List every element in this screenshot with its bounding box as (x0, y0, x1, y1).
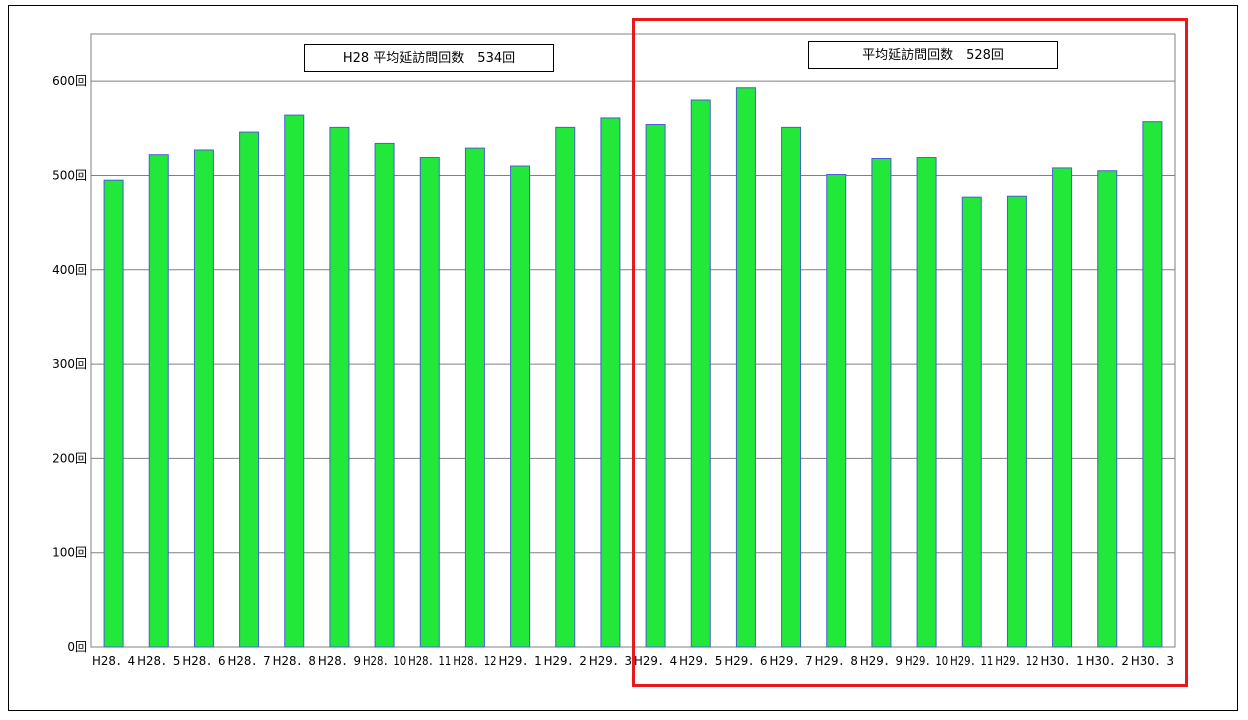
bar (284, 114, 305, 648)
x-tick-label: H29．6 (724, 654, 767, 668)
bar (103, 179, 124, 648)
x-tick-label: H29．5 (679, 654, 722, 668)
x-tick-label: H30．3 (1131, 654, 1174, 668)
x-tick-label: H28．4 (92, 654, 135, 668)
y-tick-label: 600回 (52, 74, 87, 88)
x-tick-label: H29．12 (995, 654, 1038, 668)
bar (1006, 195, 1027, 648)
bar (600, 117, 621, 648)
bar (871, 157, 892, 648)
bar (961, 196, 982, 648)
bar (826, 174, 847, 648)
x-tick-label: H29．10 (905, 654, 948, 668)
bar (781, 126, 802, 648)
x-tick-label: H28．6 (182, 654, 225, 668)
x-tick-label: H29．11 (950, 654, 993, 668)
x-tick-label: H28．8 (273, 654, 316, 668)
bar (1142, 121, 1163, 648)
y-tick-label: 300回 (52, 357, 87, 371)
x-tick-label: H30．2 (1086, 654, 1129, 668)
y-tick-label: 100回 (52, 546, 87, 560)
bar (329, 126, 350, 648)
x-tick-label: H29．9 (860, 654, 903, 668)
y-tick-label: 400回 (52, 263, 87, 277)
bar (555, 126, 576, 648)
h28-average-label: H28 平均延訪問回数 534回 (304, 44, 554, 72)
bar (510, 165, 531, 648)
bar (148, 154, 169, 648)
y-tick-label: 500回 (52, 168, 87, 182)
x-tick-label: H29．8 (815, 654, 858, 668)
x-tick-label: H29．1 (499, 654, 542, 668)
bar (645, 124, 666, 648)
x-tick-label: H29．7 (770, 654, 813, 668)
y-tick-label: 0回 (67, 640, 87, 654)
bar (735, 87, 756, 648)
bar (419, 157, 440, 648)
x-tick-label: H28．10 (363, 654, 406, 668)
bar (916, 157, 937, 648)
x-tick-label: H29．2 (544, 654, 587, 668)
x-tick-label: H28．7 (228, 654, 271, 668)
x-tick-label: H29．4 (634, 654, 677, 668)
x-tick-label: H28．5 (137, 654, 180, 668)
bar (374, 142, 395, 648)
x-axis-tick-labels: H28．4 H28．5 H28．6 H28．7 H28．8 H28．9 H28．10 H28．… (92, 654, 1174, 668)
x-tick-label: H28．11 (408, 654, 451, 668)
bar (193, 149, 214, 648)
bar (1097, 170, 1118, 648)
bar (464, 147, 485, 648)
bars (103, 87, 1163, 648)
y-tick-label: 200回 (52, 451, 87, 465)
x-tick-label: H30．1 (1041, 654, 1084, 668)
current-average-label: 平均延訪問回数 528回 (808, 41, 1058, 69)
bar (239, 131, 260, 648)
x-tick-label: H29．3 (589, 654, 632, 668)
y-axis-tick-labels: 0回 100回 200回 300回 400回 500回 600回 (52, 74, 87, 654)
x-tick-label: H28．9 (318, 654, 361, 668)
bar (1052, 167, 1073, 648)
bar (690, 99, 711, 648)
x-tick-label: H28．12 (453, 654, 496, 668)
